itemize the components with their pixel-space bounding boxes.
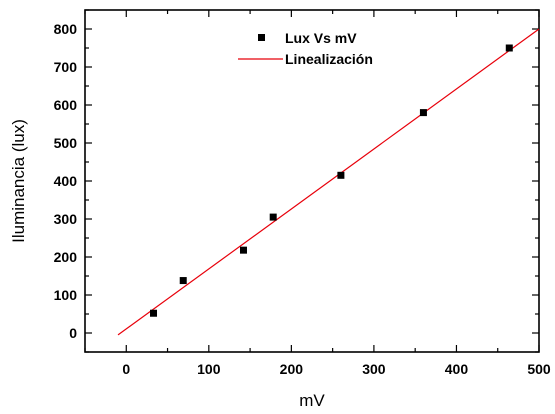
- data-point: [150, 309, 158, 317]
- legend: Lux Vs mV Linealización: [238, 30, 373, 67]
- data-points-layer: [150, 44, 513, 317]
- legend-label-lux-vs-mv: Lux Vs mV: [285, 30, 357, 46]
- legend-label-linealizacion: Linealización: [285, 51, 373, 67]
- y-axis-ticks: 0 100 200 300 400 500 600 700 800: [54, 9, 539, 353]
- x-tick-label: 200: [280, 361, 304, 377]
- linearization-line-layer: [117, 28, 540, 336]
- legend-marker-lux-vs-mv: [258, 34, 265, 41]
- y-tick-label: 400: [54, 173, 78, 189]
- y-tick-label: 600: [54, 97, 78, 113]
- x-tick-label: 400: [445, 361, 469, 377]
- y-tick-label: 500: [54, 135, 78, 151]
- data-point: [337, 171, 345, 179]
- x-tick-label: 300: [362, 361, 386, 377]
- data-point: [269, 213, 277, 221]
- y-tick-label: 100: [54, 287, 78, 303]
- y-tick-label: 700: [54, 59, 78, 75]
- data-point: [419, 109, 427, 117]
- data-point: [505, 44, 513, 52]
- x-axis-ticks: 0 100 200 300 400 500: [84, 10, 551, 377]
- y-tick-label: 0: [69, 325, 77, 341]
- data-point: [179, 277, 187, 285]
- linearization-line: [117, 28, 540, 336]
- y-axis-title: Iluminancia (lux): [9, 119, 28, 243]
- data-point: [239, 246, 247, 254]
- x-tick-label: 500: [527, 361, 551, 377]
- y-tick-label: 800: [54, 21, 78, 37]
- x-tick-label: 100: [197, 361, 221, 377]
- y-tick-label: 300: [54, 211, 78, 227]
- y-tick-label: 200: [54, 249, 78, 265]
- x-tick-label: 0: [122, 361, 130, 377]
- x-axis-title: mV: [299, 391, 325, 410]
